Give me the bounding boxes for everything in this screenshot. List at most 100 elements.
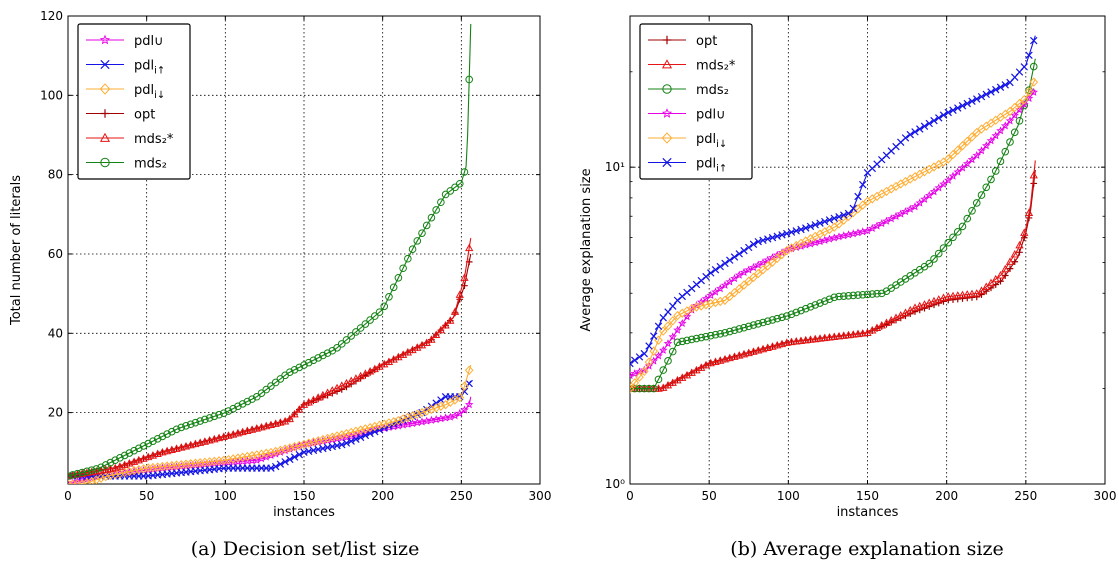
data-point [455, 408, 465, 418]
data-point [749, 262, 758, 272]
data-point [720, 295, 730, 306]
legend-marker [99, 83, 111, 95]
data-point [455, 392, 465, 403]
data-point [309, 356, 318, 365]
data-point [635, 372, 644, 382]
data-point [361, 424, 370, 434]
data-point [248, 395, 256, 403]
data-point [427, 213, 436, 222]
data-point [930, 255, 938, 263]
data-point [797, 225, 805, 234]
data-point [758, 258, 768, 267]
data-point [92, 465, 101, 473]
data-point [859, 180, 867, 189]
data-point [205, 436, 214, 444]
data-point [238, 452, 247, 462]
x-tick-label: 50 [139, 489, 154, 503]
data-point [787, 228, 796, 236]
data-point [986, 136, 996, 145]
data-point [403, 412, 413, 423]
data-point [744, 322, 753, 331]
data-point [711, 330, 720, 339]
data-point [659, 314, 667, 322]
data-point [720, 280, 730, 289]
legend: pdl∪ pdli↑ pdli↓ opt mds₂* mds₂ [77, 23, 191, 180]
data-point [295, 363, 304, 372]
data-point [257, 422, 266, 431]
data-point [768, 233, 777, 242]
data-point [342, 336, 351, 344]
data-point [930, 116, 938, 125]
data-point [295, 450, 304, 459]
data-point [963, 214, 972, 223]
data-point [992, 85, 1000, 94]
data-point [854, 291, 862, 299]
data-point [830, 293, 839, 302]
data-point [639, 366, 649, 377]
legend-label: pdli↓ [696, 132, 727, 150]
data-point [262, 385, 271, 394]
legend-item-opt: opt [648, 34, 717, 49]
data-point [849, 330, 858, 338]
data-point [659, 366, 668, 374]
data-point [257, 454, 266, 463]
data-point [201, 415, 209, 424]
data-point [839, 292, 848, 300]
legend-label: pdl∪ [134, 34, 164, 49]
data-point [233, 453, 243, 463]
y-axis-label: Total number of literals [9, 175, 24, 326]
legend-marker [661, 132, 673, 144]
data-point [266, 447, 276, 458]
data-point [977, 146, 986, 155]
data-point [730, 253, 739, 261]
data-point [196, 438, 205, 446]
x-tick-label: 300 [1094, 489, 1117, 503]
data-point [319, 351, 327, 360]
data-point [460, 405, 469, 414]
data-point [224, 454, 233, 465]
data-point [645, 384, 653, 393]
data-point [720, 354, 730, 363]
data-point [153, 434, 162, 443]
data-point [333, 344, 341, 352]
data-point [276, 375, 285, 383]
data-point [441, 321, 450, 329]
x-tick-label: 100 [777, 489, 800, 503]
y-tick-label: 10¹ [605, 160, 625, 174]
data-point [262, 421, 271, 430]
data-point [739, 349, 749, 358]
data-point [455, 179, 464, 188]
data-point [342, 428, 351, 439]
legend-item-pdl: pdl∪ [86, 34, 164, 49]
data-point [692, 334, 701, 343]
data-point [304, 438, 314, 448]
x-tick-label: 150 [856, 489, 879, 503]
data-point [1000, 121, 1010, 130]
data-point [1019, 99, 1029, 108]
data-point [816, 219, 824, 227]
data-point [802, 224, 810, 232]
data-point [882, 216, 891, 225]
data-point [806, 335, 815, 343]
data-point [996, 126, 1005, 135]
data-point [796, 336, 806, 344]
data-point [233, 428, 243, 437]
data-point [352, 435, 360, 443]
data-point [280, 444, 290, 454]
data-point [375, 420, 384, 431]
data-point [763, 343, 772, 351]
data-point [840, 211, 848, 219]
data-point [380, 302, 389, 311]
data-point [361, 320, 370, 328]
legend-label: pdli↑ [134, 59, 165, 77]
data-point [773, 340, 782, 349]
data-point [328, 432, 337, 442]
data-point [630, 383, 635, 394]
data-point [996, 83, 1005, 91]
data-point [944, 292, 953, 300]
data-point [285, 414, 294, 423]
legend-marker [100, 59, 110, 70]
data-point [167, 445, 176, 454]
data-point [214, 433, 224, 442]
data-point [640, 349, 648, 358]
